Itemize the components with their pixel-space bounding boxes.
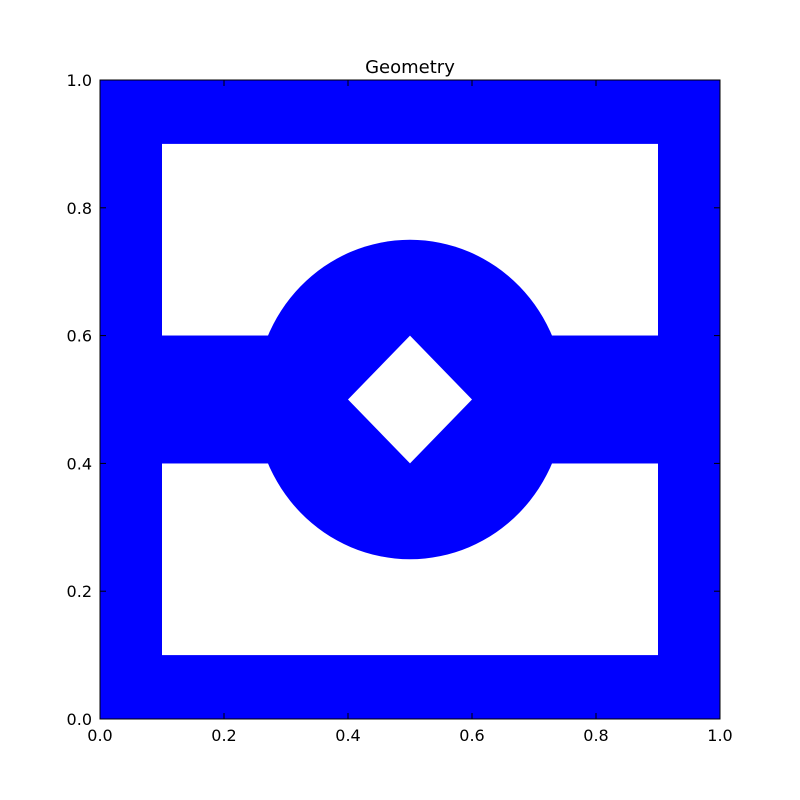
y-tick-label: 0.0: [67, 710, 92, 729]
plot-area: [100, 80, 720, 719]
axes: 0.0 0.2 0.4 0.6 0.8 1.0 0.0 0.2 0.4 0.6 0.8 1.0: [67, 71, 733, 745]
x-tick-label: 1.0: [707, 726, 732, 745]
x-tick-label: 0.4: [335, 726, 360, 745]
x-tick-label: 0.2: [211, 726, 236, 745]
x-tick-label: 0.6: [459, 726, 484, 745]
y-tick-label: 0.2: [67, 582, 92, 601]
y-tick-label: 0.8: [67, 199, 92, 218]
y-tick-label: 1.0: [67, 71, 92, 90]
x-tick-label: 0.8: [583, 726, 608, 745]
y-tick-label: 0.4: [67, 454, 92, 473]
axis-frame: [99, 79, 721, 720]
chart-title: Geometry: [365, 57, 455, 78]
diamond-hole: [348, 335, 472, 464]
x-tick-label: 0.0: [87, 726, 112, 745]
y-tick-label: 0.6: [67, 327, 92, 346]
